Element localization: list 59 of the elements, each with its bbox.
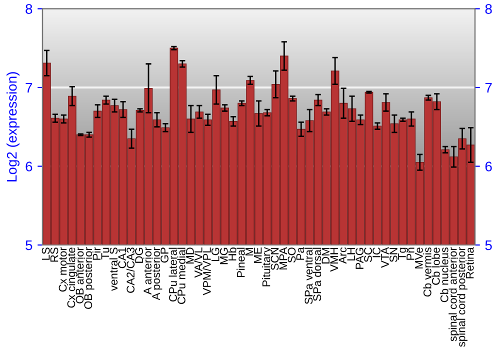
- x-tick-label: MPA: [279, 247, 288, 270]
- x-tick-label: Hb: [228, 248, 236, 260]
- x-tick-label: MVe: [415, 248, 423, 268]
- x-tick-label: Pineal: [236, 248, 245, 278]
- x-tick-label: VTA: [381, 247, 389, 268]
- x-tick-label: Pir: [92, 247, 100, 260]
- x-tick-label: spinal cord posterior: [457, 247, 468, 347]
- y-axis-title: Log2 (expression): [6, 72, 20, 182]
- x-tick-label: Pa: [296, 247, 304, 260]
- x-tick-label: CPu medial: [177, 248, 186, 304]
- x-tick-label: CA1: [118, 248, 126, 268]
- x-tick-label: PAG: [356, 248, 364, 269]
- x-tick-label: A anterior: [143, 247, 152, 295]
- x-tick-label: DG: [135, 248, 144, 263]
- x-tick-label: Cx motor: [58, 247, 67, 292]
- y2-tick-label: 7: [485, 82, 492, 93]
- x-tick-label: Cb vermis: [423, 247, 432, 297]
- x-tick-label: MG: [220, 248, 228, 264]
- x-tick-label: spinal cord anterior: [448, 247, 459, 342]
- x-tick-label: SCN: [270, 248, 279, 270]
- x-tick-label: Tg: [398, 248, 408, 260]
- x-tick-label: ME: [254, 248, 262, 263]
- x-tick-label: DM: [322, 248, 330, 264]
- x-tick-label: SC: [364, 248, 372, 262]
- x-tick-label: SO: [288, 248, 296, 263]
- x-tick-label: VMH: [330, 248, 338, 272]
- x-tick-label: SPa dorsal: [312, 248, 322, 301]
- x-tick-label: Cb lobe: [432, 248, 440, 285]
- y-tick-label: 6: [26, 162, 32, 172]
- x-tick-label: Pituitary: [262, 247, 272, 286]
- y-tick-label: 8: [26, 4, 32, 14]
- x-tick-label: LH: [347, 248, 355, 260]
- x-tick-label: VPM/VPL: [202, 247, 211, 296]
- x-tick-label: Pn: [406, 248, 414, 260]
- x-tick-label: CA2/CA3: [126, 248, 135, 293]
- y2-tick-label: 6: [485, 162, 492, 172]
- x-tick-label: M: [246, 248, 254, 256]
- x-tick-label: Tu: [101, 248, 110, 260]
- x-tick-label: Arc: [338, 247, 347, 264]
- x-tick-label: Cb nucleus: [440, 247, 448, 302]
- x-tick-label: MD: [186, 248, 194, 264]
- y2-tick-label: 8: [485, 4, 492, 14]
- y-tick-label: 5: [26, 240, 32, 250]
- x-tick-label: IC: [372, 248, 380, 258]
- x-tick-label: Retina: [466, 247, 474, 278]
- y-tick-label: 7: [26, 82, 32, 93]
- x-tick-label: LG: [211, 248, 220, 261]
- x-tick-label: ventral S: [109, 248, 118, 291]
- x-tick-label: OB posterior: [84, 247, 94, 309]
- x-tick-label: SPa ventral: [304, 248, 313, 304]
- x-tick-label: LS: [42, 248, 50, 260]
- x-tick-label: A posterior: [152, 247, 162, 300]
- x-tick-label: OB anterior: [75, 247, 84, 304]
- x-tick-label: GP: [160, 248, 168, 263]
- x-tick-label: VA/VL: [194, 247, 202, 278]
- y2-tick-label: 5: [485, 240, 492, 250]
- x-tick-label: CPu lateral: [168, 248, 177, 302]
- x-tick-label: RS: [50, 248, 58, 262]
- x-tick-label: SN: [390, 248, 398, 262]
